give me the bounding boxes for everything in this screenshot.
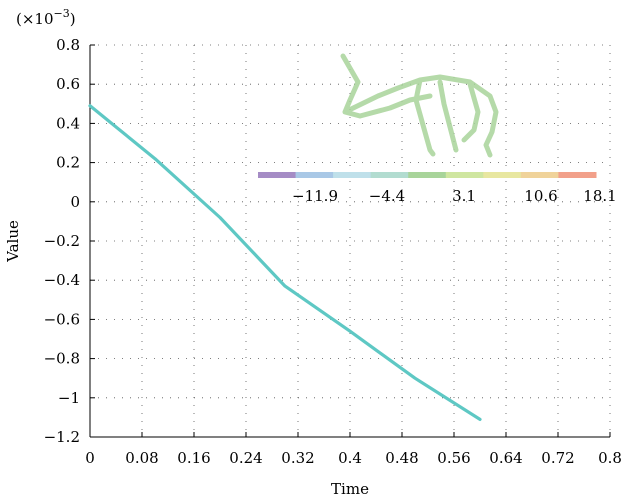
colorbar-segment: [408, 172, 447, 178]
colorbar-segment: [483, 172, 522, 178]
x-tick-label: 0.48: [385, 449, 418, 467]
colorbar-segment: [520, 172, 559, 178]
colorbar-segment: [258, 172, 297, 178]
x-tick-label: 0: [85, 449, 95, 467]
colorbar-label: 3.1: [452, 187, 476, 205]
y-axis-label: Value: [4, 220, 22, 263]
colorbar-label: −4.4: [369, 187, 405, 205]
y-axis-multiplier: (×10−3): [16, 7, 76, 28]
colorbar-segment: [370, 172, 409, 178]
x-axis-label: Time: [331, 480, 369, 498]
x-tick-label: 0.72: [541, 449, 574, 467]
y-tick-label: 0: [70, 193, 80, 211]
y-tick-label: −0.4: [44, 271, 80, 289]
y-tick-label: −0.6: [44, 310, 80, 328]
y-tick-label: 0.8: [56, 36, 80, 54]
colorbar-segment: [445, 172, 484, 178]
y-tick-label: 0.6: [56, 75, 80, 93]
colorbar-label: 10.6: [524, 187, 557, 205]
y-tick-label: 0.2: [56, 154, 80, 172]
x-tick-label: 0.8: [598, 449, 622, 467]
x-tick-labels: 0 0.08 0.16 0.24 0.32 0.4 0.48 0.56 0.64 0.72 0.8: [85, 449, 622, 467]
x-tick-label: 0.24: [229, 449, 262, 467]
y-tick-label: −1.2: [44, 428, 80, 446]
inset-model-illustration: [340, 53, 499, 158]
x-tick-label: 0.56: [437, 449, 470, 467]
y-tick-label: −1: [58, 389, 80, 407]
colorbar-label: −11.9: [292, 187, 338, 205]
x-tick-label: 0.4: [338, 449, 362, 467]
y-tick-label: 0.4: [56, 114, 80, 132]
series-layer: [88, 104, 482, 421]
colorbar: [258, 172, 597, 178]
colorbar-labels: −11.9 −4.4 3.1 10.6 18.1: [292, 187, 617, 205]
series-line: [88, 104, 482, 421]
tick-marks: [89, 44, 611, 438]
x-tick-label: 0.64: [489, 449, 522, 467]
y-tick-label: −0.2: [44, 232, 80, 250]
x-tick-label: 0.08: [125, 449, 158, 467]
x-tick-label: 0.16: [177, 449, 210, 467]
colorbar-segment: [558, 172, 597, 178]
x-tick-label: 0.32: [281, 449, 314, 467]
y-tick-labels: 0.8 0.6 0.4 0.2 0 −0.2 −0.4 −0.6 −0.8 −1 −1.2: [44, 36, 80, 446]
colorbar-segment: [333, 172, 372, 178]
y-tick-label: −0.8: [44, 350, 80, 368]
colorbar-segment: [295, 172, 334, 178]
colorbar-label: 18.1: [583, 187, 616, 205]
deformed-structure-image: [340, 53, 499, 158]
